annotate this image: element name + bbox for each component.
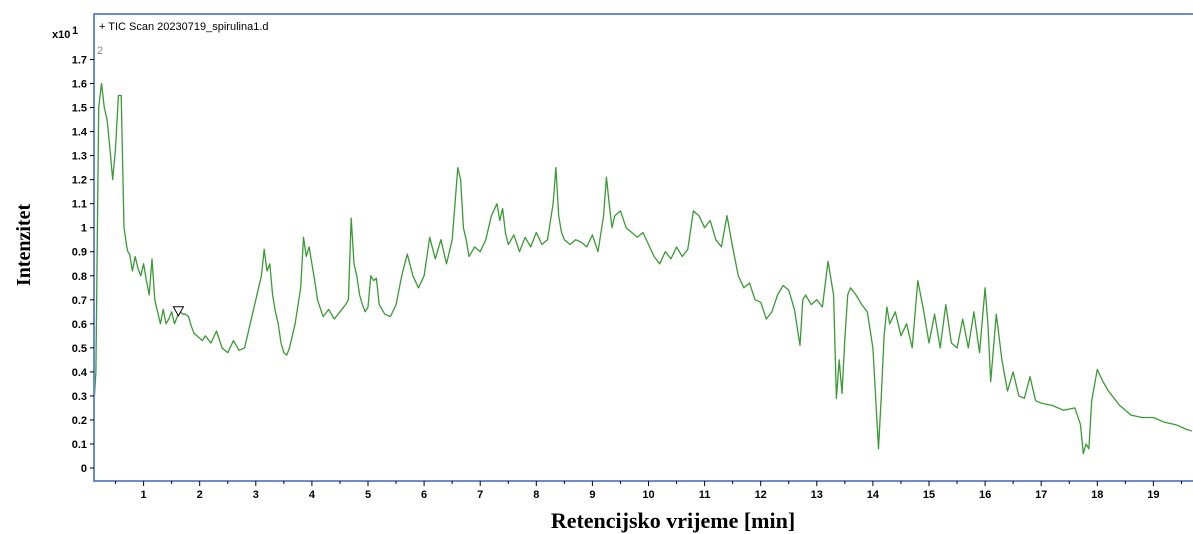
y-tick-label: 1.5 bbox=[72, 103, 87, 115]
y-tick-label: 0.9 bbox=[72, 247, 87, 259]
y-axis: 0 0.1 0.2 0.3 0.4 0.5 0.6 0.7 0.8 0.9 1 1.1 1.2 1.3 1.… bbox=[72, 55, 94, 475]
x-tick-label: 16 bbox=[979, 489, 991, 501]
x-tick-label: 17 bbox=[1035, 489, 1047, 501]
x-tick-label: 19 bbox=[1147, 489, 1159, 501]
x-tick-label: 11 bbox=[699, 489, 711, 501]
x-tick-label: 4 bbox=[309, 489, 316, 501]
y-tick-label: 0.4 bbox=[72, 367, 88, 379]
x-axis: 1 2 3 4 5 6 7 8 9 10 11 12 13 14 15 16 17 18 19 bbox=[115, 481, 1182, 501]
y-tick-label: 0.2 bbox=[72, 415, 87, 427]
x-tick-label: 10 bbox=[642, 489, 654, 501]
y-tick-label: 1.1 bbox=[72, 199, 87, 211]
series-layer bbox=[95, 82, 1192, 455]
y-tick-label: 0.5 bbox=[72, 343, 87, 355]
y-tick-label: 0.6 bbox=[72, 319, 87, 331]
series-line-0 bbox=[95, 82, 1192, 455]
x-tick-label: 9 bbox=[589, 489, 595, 501]
y-tick-label: 0.8 bbox=[72, 271, 87, 283]
y-axis-label: Intenzitet bbox=[13, 204, 35, 287]
marker-layer bbox=[172, 306, 185, 317]
x-tick-label: 15 bbox=[923, 489, 935, 501]
y-tick-label: 0.3 bbox=[72, 391, 87, 403]
x-tick-label: 8 bbox=[533, 489, 539, 501]
marker-triangle bbox=[172, 306, 185, 317]
y-tick-label: 1.6 bbox=[72, 79, 87, 91]
x-axis-label: Retencijsko vrijeme [min] bbox=[551, 508, 795, 533]
x-tick-label: 6 bbox=[421, 489, 427, 501]
x-tick-label: 1 bbox=[141, 489, 147, 501]
y-tick-label: 1.4 bbox=[72, 127, 88, 139]
x-tick-label: 14 bbox=[867, 489, 880, 501]
y-tick-label: 1.3 bbox=[72, 151, 87, 163]
x-tick-label: 7 bbox=[477, 489, 483, 501]
y-multiplier-exponent: 1 bbox=[72, 25, 78, 37]
trace-sub-label: 2 bbox=[97, 45, 103, 57]
x-tick-label: 3 bbox=[253, 489, 259, 501]
x-tick-label: 13 bbox=[811, 489, 823, 501]
y-tick-label: 0.1 bbox=[72, 439, 87, 451]
x-tick-label: 12 bbox=[755, 489, 767, 501]
y-tick-label: 1.2 bbox=[72, 175, 87, 187]
y-tick-label: 0.7 bbox=[72, 295, 87, 307]
trace-label: + TIC Scan 20230719_spirulina1.d bbox=[99, 21, 269, 33]
x-tick-label: 2 bbox=[197, 489, 203, 501]
y-tick-label: 0 bbox=[81, 463, 87, 475]
x-tick-label: 5 bbox=[365, 489, 371, 501]
y-tick-label: 1 bbox=[81, 223, 87, 235]
plot-frame bbox=[93, 13, 1193, 482]
y-multiplier-base: x10 bbox=[52, 29, 70, 41]
y-tick-label: 1.7 bbox=[72, 55, 87, 67]
x-tick-label: 18 bbox=[1091, 489, 1103, 501]
